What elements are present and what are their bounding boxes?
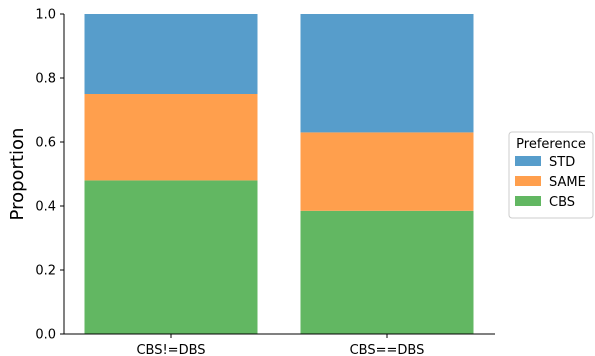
- bar-cbs-1: [300, 210, 474, 334]
- y-ticks-group: 0.0 0.2 0.4 0.6 0.8 1.0: [35, 8, 64, 343]
- x-tick-label: CBS!=DBS: [136, 343, 205, 356]
- legend-label-same: SAME: [549, 175, 586, 190]
- x-ticks-group: CBS!=DBS CBS==DBS: [136, 334, 424, 356]
- legend: Preference STD SAME CBS: [508, 131, 594, 219]
- bar-same-1: [300, 132, 474, 211]
- bar-cbs-0: [84, 180, 258, 334]
- y-axis-label: Proportion: [7, 128, 28, 221]
- bar-std-0: [84, 14, 258, 94]
- y-tick-label: 0.4: [35, 200, 56, 215]
- y-tick-label: 0.0: [35, 328, 56, 343]
- legend-swatch-same: [515, 176, 541, 186]
- legend-swatch-std: [515, 156, 541, 166]
- y-tick-label: 0.6: [35, 136, 56, 151]
- legend-label-cbs: CBS: [549, 195, 575, 210]
- bar-std-1: [300, 14, 474, 133]
- bars-group: [84, 14, 474, 334]
- bar-same-0: [84, 94, 258, 181]
- x-tick-label: CBS==DBS: [350, 343, 425, 356]
- y-tick-label: 1.0: [35, 8, 56, 23]
- legend-title: Preference: [516, 137, 586, 152]
- legend-label-std: STD: [549, 155, 575, 170]
- legend-items: STD SAME CBS: [515, 155, 586, 210]
- axes-group: [63, 14, 495, 335]
- y-tick-label: 0.2: [35, 264, 56, 279]
- legend-swatch-cbs: [515, 196, 541, 206]
- y-tick-label: 0.8: [35, 72, 56, 87]
